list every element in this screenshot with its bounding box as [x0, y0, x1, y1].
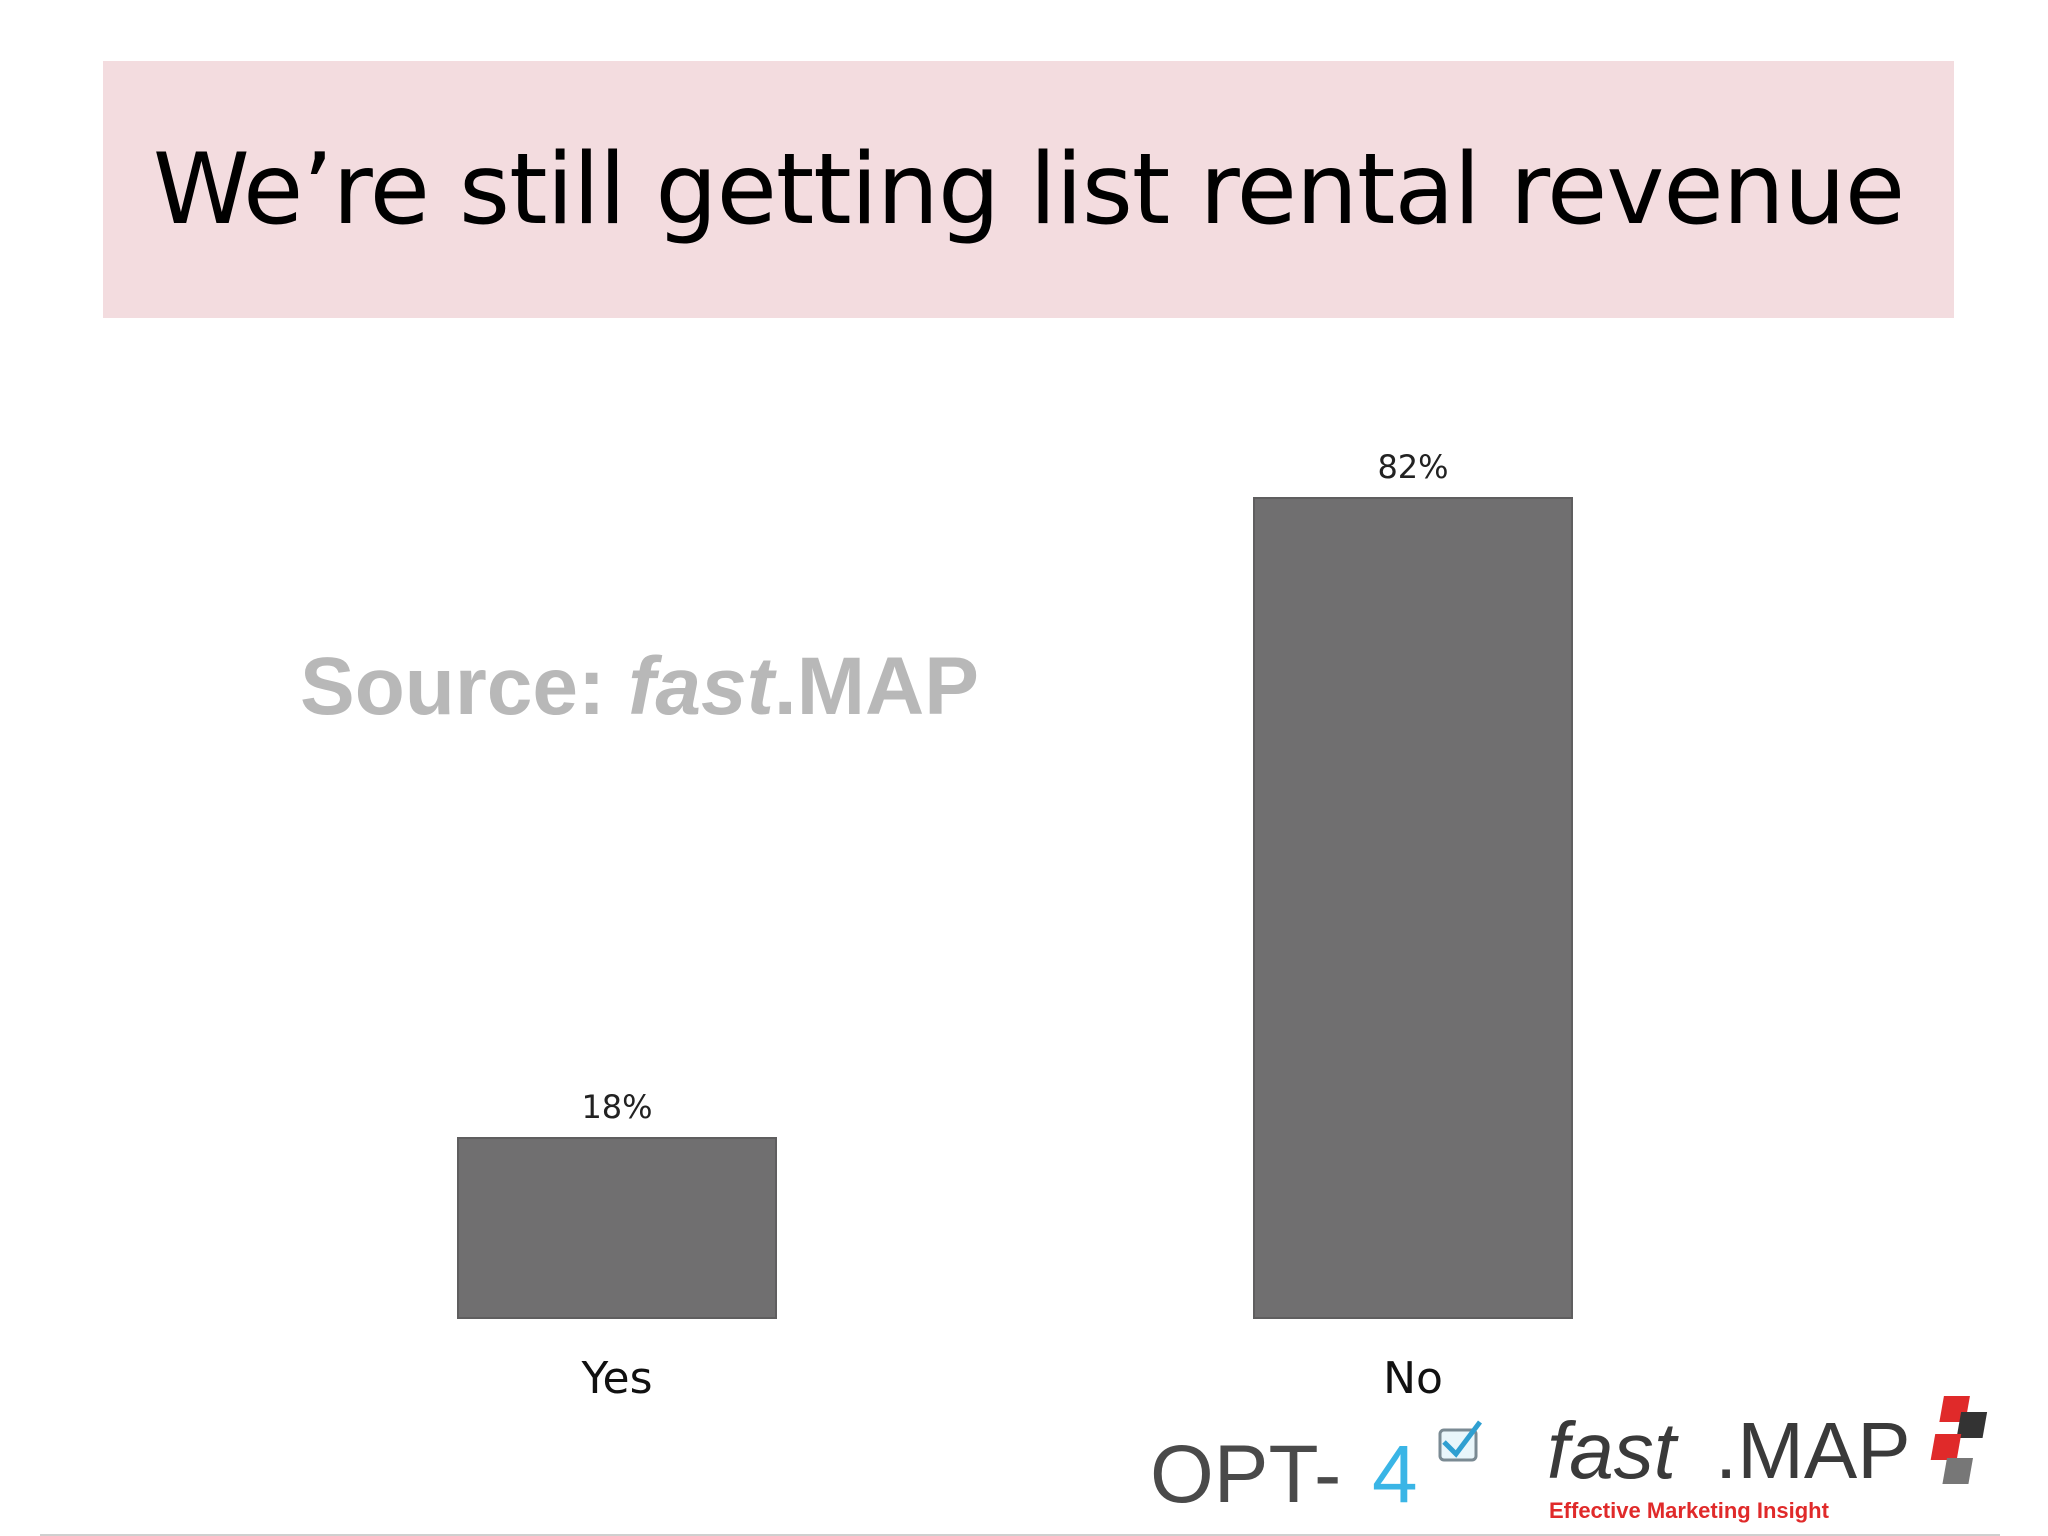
fastmap-squares-icon	[1930, 1396, 1988, 1484]
fastmap-logo: fast .MAP Effective Marketing Insight	[1547, 1396, 1988, 1523]
fastmap-logo-fast: fast	[1547, 1406, 1679, 1495]
bar-no	[1253, 497, 1573, 1319]
slide-title: We’re still getting list rental revenue	[152, 132, 1905, 247]
fastmap-tagline: Effective Marketing Insight	[1549, 1498, 1830, 1523]
opt4-logo: OPT- 4	[1150, 1420, 1482, 1520]
source-brand-rest: .MAP	[773, 641, 979, 732]
bar-yes	[457, 1137, 777, 1319]
category-label-no: No	[1383, 1353, 1443, 1404]
opt4-logo-text: OPT-	[1150, 1429, 1341, 1520]
footer-line	[40, 1534, 2000, 1536]
checkbox-icon	[1438, 1420, 1482, 1462]
data-label-yes: 18%	[581, 1088, 652, 1126]
category-label-yes: Yes	[580, 1353, 652, 1404]
source-watermark: Source: fast.MAP	[300, 640, 979, 734]
opt4-logo-four: 4	[1372, 1429, 1418, 1520]
source-brand-italic: fast	[628, 641, 774, 732]
fastmap-logo-map: .MAP	[1715, 1406, 1911, 1495]
data-label-no: 82%	[1377, 448, 1448, 486]
source-label: Source:	[300, 641, 629, 732]
title-banner: We’re still getting list rental revenue	[103, 61, 1954, 318]
